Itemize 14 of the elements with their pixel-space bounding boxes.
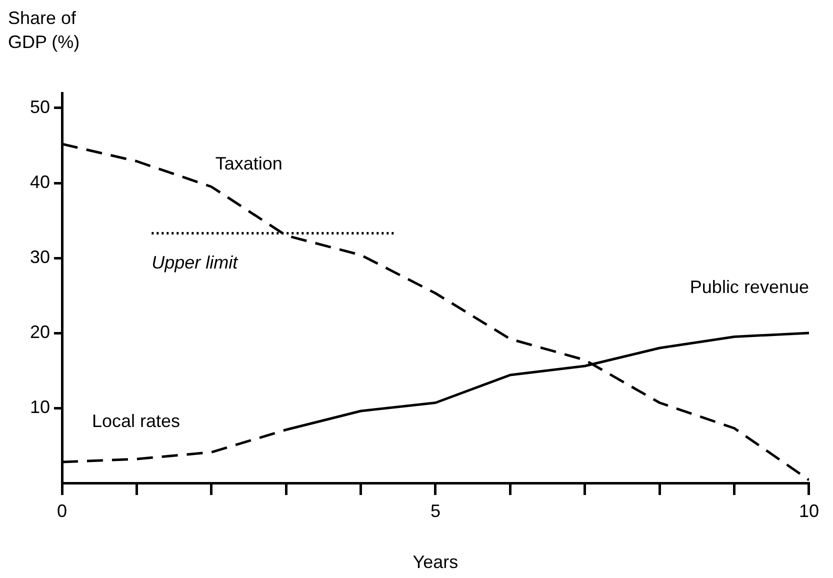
x-axis-title: Years <box>412 552 458 572</box>
x-tick-label: 5 <box>430 500 440 521</box>
series-label: Taxation <box>215 154 282 174</box>
x-tick-label: 0 <box>56 500 68 521</box>
y-axis-title: Share of GDP (%) <box>8 8 80 52</box>
x-tick-label: 10 <box>798 500 820 521</box>
y-tick-label: 20 <box>30 322 50 342</box>
y-tick-label: 10 <box>30 396 50 417</box>
y-tick-label: 30 <box>30 246 50 267</box>
y-tick-label: 50 <box>30 96 50 117</box>
series-label: Local rates <box>92 410 180 431</box>
series-label: Upper limit <box>152 252 239 272</box>
y-tick-label: 40 <box>30 172 50 192</box>
text: Public revenue <box>690 276 809 297</box>
